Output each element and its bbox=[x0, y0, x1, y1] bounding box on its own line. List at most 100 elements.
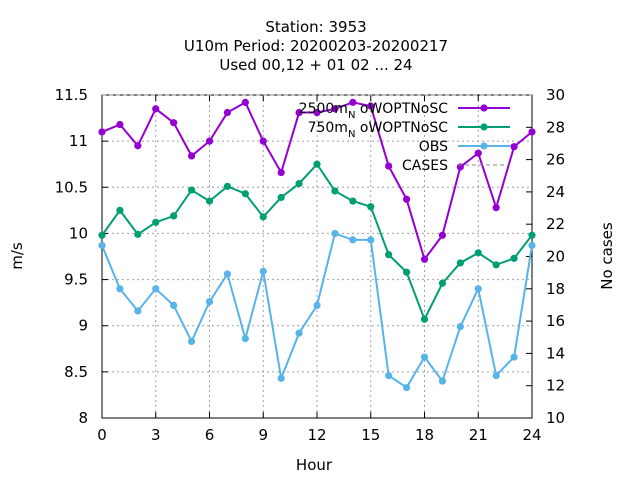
data-point bbox=[456, 259, 464, 267]
data-point bbox=[331, 187, 339, 195]
data-point bbox=[313, 108, 321, 117]
data-point bbox=[420, 255, 429, 263]
x-tick-label: 15 bbox=[361, 426, 380, 444]
title-line-2: U10m Period: 20200203-20200217 bbox=[184, 37, 448, 55]
title-line-3: Used 00,12 + 01 02 ... 24 bbox=[219, 56, 412, 74]
y2-tick-label: 20 bbox=[546, 248, 565, 266]
y2-tick-label: 10 bbox=[546, 409, 565, 427]
data-point bbox=[456, 163, 464, 171]
series-2 bbox=[98, 229, 536, 392]
x-tick-label: 24 bbox=[522, 426, 541, 444]
y2-tick-label: 14 bbox=[546, 344, 565, 362]
data-point bbox=[402, 195, 411, 203]
y2-axis-label: No cases bbox=[598, 222, 616, 290]
data-point bbox=[349, 197, 357, 205]
y-tick-label: 8.5 bbox=[64, 363, 88, 381]
y2-tick-label: 18 bbox=[546, 280, 565, 298]
data-point bbox=[277, 374, 285, 382]
data-point bbox=[295, 108, 303, 117]
data-point bbox=[331, 229, 339, 238]
data-point bbox=[170, 301, 178, 310]
data-point bbox=[492, 261, 500, 269]
y-axis-label: m/s bbox=[8, 242, 26, 270]
x-tick-label: 12 bbox=[307, 426, 326, 444]
data-point bbox=[528, 128, 536, 136]
data-point bbox=[170, 119, 178, 127]
series-lines bbox=[98, 94, 536, 392]
data-point bbox=[492, 371, 500, 380]
data-point bbox=[134, 230, 142, 238]
data-point bbox=[187, 186, 196, 194]
y-tick-label: 8 bbox=[78, 409, 88, 427]
data-point bbox=[241, 190, 249, 198]
data-point bbox=[187, 152, 196, 160]
data-point bbox=[152, 105, 160, 113]
y-tick-label: 9 bbox=[78, 317, 88, 335]
y2-tick-label: 26 bbox=[546, 151, 565, 169]
data-point bbox=[295, 329, 303, 337]
grid bbox=[102, 95, 532, 418]
data-point bbox=[367, 203, 375, 211]
data-point bbox=[438, 377, 447, 385]
data-point bbox=[474, 149, 482, 157]
data-point bbox=[385, 371, 393, 380]
data-point bbox=[510, 254, 518, 262]
data-point bbox=[134, 142, 142, 150]
data-point bbox=[528, 231, 536, 239]
x-tick-label: 18 bbox=[415, 426, 434, 444]
legend-label: 2500mN oWOPTNoSC bbox=[299, 101, 449, 121]
series-1 bbox=[98, 160, 536, 323]
data-point bbox=[205, 137, 214, 145]
data-point bbox=[170, 212, 178, 220]
data-point bbox=[313, 160, 321, 168]
data-point bbox=[438, 231, 447, 239]
y2-tick-label: 24 bbox=[546, 183, 565, 201]
y2-tick-label: 16 bbox=[546, 312, 565, 330]
title-line-1: Station: 3953 bbox=[265, 18, 366, 36]
legend-label: OBS bbox=[419, 139, 448, 155]
data-point bbox=[205, 298, 214, 306]
legend-marker bbox=[480, 123, 488, 131]
data-point bbox=[259, 137, 267, 145]
data-point bbox=[98, 241, 106, 250]
y-tick-label: 10.5 bbox=[55, 178, 88, 196]
data-point bbox=[187, 337, 196, 346]
tick-labels: 0 3 6 9 12 15 18 21 24 8 8.5 9 9.5 10 10.5 11 11.5 10 12 14… bbox=[55, 86, 566, 444]
data-point bbox=[385, 162, 393, 170]
y-tick-label: 9.5 bbox=[64, 271, 88, 289]
chart-title: Station: 3953 U10m Period: 20200203-2020… bbox=[184, 18, 448, 74]
y2-tick-label: 22 bbox=[546, 215, 565, 233]
data-point bbox=[510, 353, 518, 361]
y2-tick-label: 30 bbox=[546, 86, 565, 104]
data-point bbox=[98, 231, 106, 239]
data-point bbox=[349, 236, 357, 244]
data-point bbox=[277, 168, 285, 177]
data-point bbox=[367, 102, 375, 110]
x-axis-label: Hour bbox=[296, 456, 333, 474]
data-point bbox=[277, 193, 285, 202]
data-point bbox=[456, 323, 464, 331]
legend-label: 750mN oWOPTNoSC bbox=[308, 120, 449, 140]
data-point bbox=[474, 285, 482, 293]
data-point bbox=[223, 182, 232, 190]
data-point bbox=[402, 268, 411, 276]
data-point bbox=[367, 236, 375, 244]
data-point bbox=[313, 301, 321, 310]
data-point bbox=[241, 335, 249, 343]
y-tick-label: 11.5 bbox=[55, 86, 88, 104]
x-tick-label: 0 bbox=[97, 426, 107, 444]
y-tick-label: 11 bbox=[69, 132, 88, 150]
data-point bbox=[223, 270, 232, 278]
data-point bbox=[420, 353, 429, 361]
data-point bbox=[152, 218, 160, 226]
y2-tick-label: 28 bbox=[546, 118, 565, 136]
y2-tick-label: 12 bbox=[546, 377, 565, 395]
series-0 bbox=[98, 98, 536, 263]
data-point bbox=[420, 315, 429, 323]
data-point bbox=[134, 307, 142, 315]
data-point bbox=[259, 267, 267, 275]
data-point bbox=[259, 213, 267, 221]
x-tick-label: 6 bbox=[205, 426, 215, 444]
